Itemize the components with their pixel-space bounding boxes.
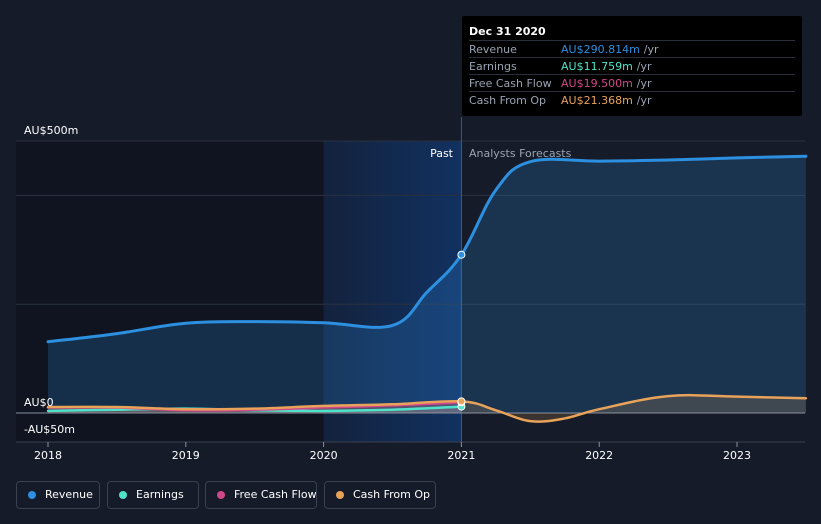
highlight-band [323,141,462,442]
tooltip-value: AU$290.814m/yr [561,43,659,56]
tooltip-value: AU$11.759m/yr [561,60,652,73]
tooltip-row-cash-from-op: Cash From Op AU$21.368m/yr [469,91,795,109]
tooltip-name: Earnings [469,60,517,73]
y-label-bottom: -AU$50m [24,423,75,436]
tooltip-row-earnings: Earnings AU$11.759m/yr [469,57,795,75]
tooltip-name: Free Cash Flow [469,77,552,90]
tooltip-value: AU$19.500m/yr [561,77,652,90]
revenue-line [46,154,808,344]
y-label-top: AU$500m [24,124,78,137]
tooltip-row-free-cash-flow: Free Cash Flow AU$19.500m/yr [469,74,795,92]
x-tick-label: 2022 [585,449,613,462]
tooltip-name: Revenue [469,43,517,56]
x-tick-label: 2018 [34,449,62,462]
tooltip-date: Dec 31 2020 [469,25,546,38]
legend-dot-icon [336,491,344,499]
chart-area: AU$500m AU$0 -AU$50m Past Analysts Forec… [16,117,808,462]
tooltip-row-revenue: Revenue AU$290.814m/yr [469,40,795,58]
legend-dot-icon [119,491,127,499]
legend-item-earnings[interactable]: Earnings [107,481,199,509]
revenue-marker [457,250,466,259]
tooltip-name: Cash From Op [469,94,547,107]
x-axis-ticks: 2018 2019 2020 2021 2022 2023 [34,442,751,462]
x-tick-label: 2020 [310,449,338,462]
tooltip: Dec 31 2020 Revenue AU$290.814m/yr Earni… [462,16,802,116]
legend-dot-icon [217,491,225,499]
x-tick-label: 2021 [447,449,475,462]
x-tick-label: 2019 [172,449,200,462]
legend-label: Free Cash Flow [234,488,317,501]
series-lines [46,154,808,423]
cash-from-op-marker [457,397,466,406]
y-label-zero: AU$0 [24,396,54,409]
past-label: Past [430,147,454,160]
legend-label: Revenue [45,488,93,501]
legend-item-revenue[interactable]: Revenue [16,481,100,509]
legend-label: Cash From Op [353,488,431,501]
x-tick-label: 2023 [723,449,751,462]
legend-dot-icon [28,491,36,499]
legend-item-cash-from-op[interactable]: Cash From Op [324,481,436,509]
hover-markers [457,250,466,411]
legend-label: Earnings [136,488,184,501]
cash-from-op-line [46,393,808,423]
revenue-area [48,156,806,413]
tooltip-value: AU$21.368m/yr [561,94,652,107]
forecast-label: Analysts Forecasts [469,147,572,160]
legend-item-free-cash-flow[interactable]: Free Cash Flow [205,481,317,509]
gridlines [16,140,805,443]
